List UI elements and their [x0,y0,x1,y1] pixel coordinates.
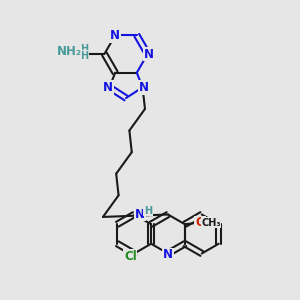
Text: N: N [135,208,145,221]
Text: O: O [195,216,205,229]
Text: NH₂: NH₂ [57,45,82,58]
Text: N: N [139,81,149,94]
Text: N: N [144,47,154,61]
Text: CH₃: CH₃ [201,218,221,228]
Text: N: N [163,248,173,262]
Text: H: H [80,50,88,61]
Text: H: H [80,44,88,54]
Text: N: N [103,81,113,94]
Text: Cl: Cl [124,250,137,263]
Text: N: N [110,29,120,42]
Text: H: H [144,206,152,216]
